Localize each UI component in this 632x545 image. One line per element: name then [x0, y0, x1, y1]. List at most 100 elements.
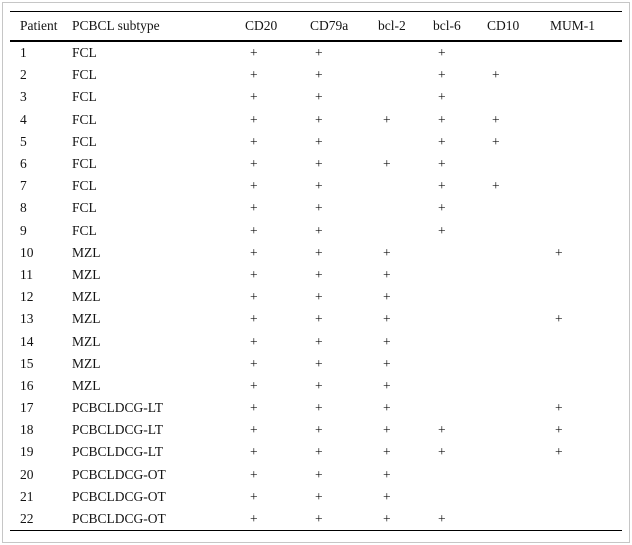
table-row: 3 FCL + + + — [10, 86, 622, 108]
marker-cell: + — [555, 400, 563, 416]
marker-cell — [550, 486, 622, 508]
table-row: 21 PCBCLDCG-OT + + + — [10, 486, 622, 508]
table-container: Patient PCBCL subtype CD20 CD79a bcl-2 b… — [10, 11, 622, 532]
marker-cell: + — [438, 67, 446, 83]
subtype-cell: MZL — [72, 377, 101, 393]
marker-cell: + — [250, 511, 258, 527]
patient-id-cell: 7 — [20, 178, 27, 194]
marker-cell — [378, 175, 433, 197]
marker-cell — [487, 441, 550, 463]
marker-cell — [550, 175, 622, 197]
subtype-cell: FCL — [72, 111, 97, 127]
table-body: 1 FCL + + +2 FCL + + + +3 FCL + + +4 FCL + + + + +5 FCL + + + +6… — [10, 41, 622, 531]
marker-cell: + — [438, 45, 446, 61]
marker-cell — [433, 264, 487, 286]
marker-cell: + — [315, 422, 323, 438]
marker-cell — [433, 464, 487, 486]
marker-cell: + — [383, 156, 391, 172]
marker-cell: + — [315, 466, 323, 482]
marker-cell — [378, 131, 433, 153]
marker-cell: + — [250, 111, 258, 127]
table-row: 18 PCBCLDCG-LT + + + + + — [10, 419, 622, 441]
subtype-cell: FCL — [72, 133, 97, 149]
patient-id-cell: 12 — [20, 289, 34, 305]
marker-cell: + — [250, 67, 258, 83]
marker-cell — [487, 41, 550, 64]
column-header-mum-1: MUM-1 — [550, 18, 596, 33]
marker-cell: + — [438, 156, 446, 172]
table-row: 1 FCL + + + — [10, 41, 622, 64]
column-header-bcl-2: bcl-2 — [378, 18, 406, 33]
table-row: 20 PCBCLDCG-OT + + + — [10, 464, 622, 486]
patient-id-cell: 11 — [20, 266, 33, 282]
marker-cell — [550, 375, 622, 397]
marker-cell: + — [315, 222, 323, 238]
marker-cell: + — [555, 444, 563, 460]
marker-cell: + — [250, 222, 258, 238]
marker-cell — [433, 308, 487, 330]
marker-cell — [550, 86, 622, 108]
marker-cell — [378, 41, 433, 64]
marker-cell: + — [438, 178, 446, 194]
marker-cell: + — [383, 244, 391, 260]
marker-cell: + — [492, 178, 500, 194]
marker-cell — [433, 375, 487, 397]
marker-cell: + — [383, 466, 391, 482]
subtype-cell: FCL — [72, 200, 97, 216]
marker-cell: + — [383, 355, 391, 371]
marker-cell: + — [383, 311, 391, 327]
marker-cell: + — [250, 178, 258, 194]
marker-cell: + — [315, 377, 323, 393]
marker-cell: + — [555, 244, 563, 260]
table-row: 17 PCBCLDCG-LT + + + + — [10, 397, 622, 419]
marker-cell: + — [250, 400, 258, 416]
marker-cell — [487, 330, 550, 352]
table-row: 8 FCL + + + — [10, 197, 622, 219]
marker-cell — [550, 153, 622, 175]
marker-cell: + — [250, 200, 258, 216]
marker-cell: + — [250, 466, 258, 482]
patient-id-cell: 18 — [20, 422, 34, 438]
marker-cell: + — [555, 422, 563, 438]
patient-id-cell: 19 — [20, 444, 34, 460]
marker-cell: + — [315, 45, 323, 61]
marker-cell: + — [315, 111, 323, 127]
subtype-cell: PCBCLDCG-OT — [72, 511, 166, 527]
marker-cell: + — [383, 333, 391, 349]
marker-cell: + — [250, 377, 258, 393]
marker-cell — [487, 286, 550, 308]
marker-cell — [378, 86, 433, 108]
marker-cell: + — [438, 422, 446, 438]
marker-cell — [433, 353, 487, 375]
marker-cell: + — [250, 289, 258, 305]
table-row: 14 MZL + + + — [10, 330, 622, 352]
marker-cell: + — [438, 133, 446, 149]
marker-cell: + — [383, 444, 391, 460]
marker-cell — [487, 464, 550, 486]
table-row: 2 FCL + + + + — [10, 64, 622, 86]
table-row: 15 MZL + + + — [10, 353, 622, 375]
subtype-cell: PCBCLDCG-OT — [72, 466, 166, 482]
subtype-cell: PCBCLDCG-LT — [72, 400, 164, 416]
subtype-cell: PCBCLDCG-OT — [72, 488, 166, 504]
marker-cell: + — [438, 444, 446, 460]
patient-id-cell: 1 — [20, 45, 27, 61]
marker-cell: + — [315, 511, 323, 527]
header-row: Patient PCBCL subtype CD20 CD79a bcl-2 b… — [10, 11, 622, 41]
marker-cell: + — [492, 67, 500, 83]
marker-cell: + — [250, 156, 258, 172]
marker-cell — [487, 508, 550, 531]
marker-cell: + — [250, 333, 258, 349]
marker-cell — [433, 286, 487, 308]
marker-cell — [487, 308, 550, 330]
marker-cell — [487, 486, 550, 508]
subtype-cell: MZL — [72, 244, 101, 260]
subtype-cell: MZL — [72, 355, 101, 371]
marker-cell — [550, 131, 622, 153]
marker-cell: + — [250, 355, 258, 371]
subtype-cell: MZL — [72, 289, 101, 305]
marker-cell: + — [315, 67, 323, 83]
marker-cell: + — [315, 89, 323, 105]
table-row: 7 FCL + + + + — [10, 175, 622, 197]
column-header-bcl-6: bcl-6 — [433, 18, 461, 33]
